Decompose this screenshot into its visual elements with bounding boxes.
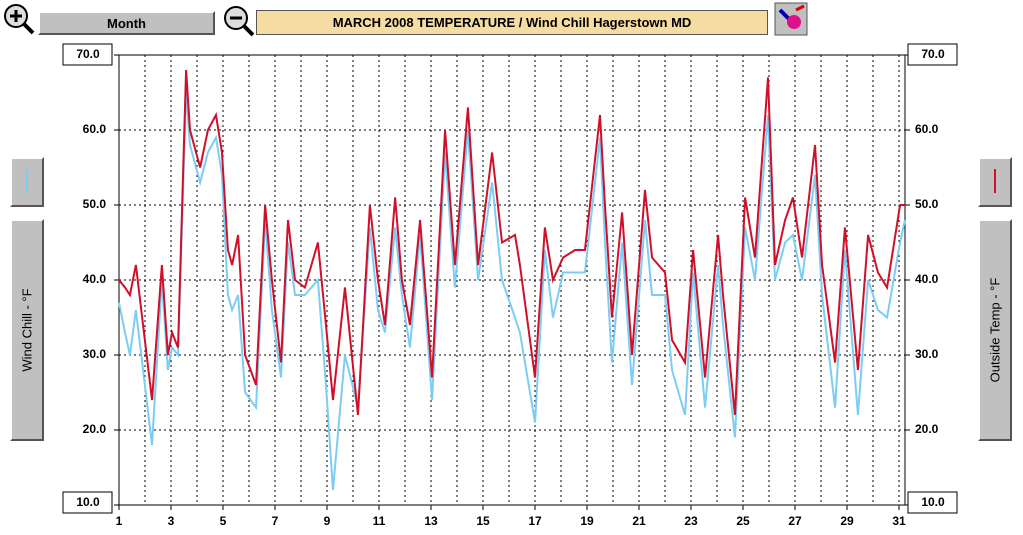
series-line — [118, 69, 905, 416]
y-tick-label: 20.0 — [83, 422, 107, 436]
y-axis-button[interactable]: Wind Chill - °F — [10, 219, 44, 441]
x-tick-label: 31 — [892, 514, 906, 528]
tick-box — [62, 43, 113, 66]
color-tool[interactable] — [774, 2, 808, 36]
y-tick-label: 70.0 — [76, 47, 100, 61]
y-tick-label: 10.0 — [921, 495, 945, 509]
y-tick-label: 60.0 — [915, 122, 939, 136]
x-tick-label: 29 — [840, 514, 854, 528]
month-button[interactable]: Month — [38, 11, 215, 35]
y-tick-label: 50.0 — [83, 197, 107, 211]
x-tick-label: 3 — [168, 514, 175, 528]
series-line — [118, 92, 906, 491]
y-tick-label: 20.0 — [915, 422, 939, 436]
x-tick-label: 7 — [272, 514, 279, 528]
x-tick-label: 11 — [373, 514, 386, 528]
temp-legend[interactable] — [978, 157, 1012, 207]
chart-title: MARCH 2008 TEMPERATURE / Wind Chill Hage… — [256, 10, 768, 35]
x-tick-label: 9 — [324, 514, 331, 528]
wind-chill-legend[interactable] — [10, 157, 44, 207]
y-tick-label: 30.0 — [83, 347, 107, 361]
zoom-in[interactable] — [0, 0, 36, 36]
y-tick-label: 10.0 — [76, 495, 100, 509]
x-tick-label: 27 — [788, 514, 802, 528]
y2-axis-button[interactable]: Outside Temp - °F — [978, 219, 1012, 441]
x-tick-label: 21 — [632, 514, 646, 528]
y-tick-label: 40.0 — [915, 272, 939, 286]
y-tick-label: 30.0 — [915, 347, 939, 361]
plot-area — [118, 54, 906, 506]
x-tick-label: 17 — [528, 514, 542, 528]
tick-box — [907, 491, 958, 514]
x-tick-label: 25 — [736, 514, 750, 528]
y-tick-label: 40.0 — [83, 272, 107, 286]
tick-box — [907, 43, 958, 66]
y-tick-label: 70.0 — [921, 47, 945, 61]
legend-swatch — [26, 169, 28, 193]
x-tick-label: 1 — [116, 514, 123, 528]
x-tick-label: 23 — [684, 514, 698, 528]
x-tick-label: 15 — [476, 514, 490, 528]
zoom-out[interactable] — [220, 2, 256, 38]
y-tick-label: 60.0 — [83, 122, 107, 136]
y-tick-label: 50.0 — [915, 197, 939, 211]
tick-box — [62, 491, 113, 514]
x-tick-label: 19 — [580, 514, 594, 528]
legend-swatch — [994, 169, 996, 193]
x-tick-label: 13 — [424, 514, 438, 528]
x-tick-label: 5 — [220, 514, 227, 528]
